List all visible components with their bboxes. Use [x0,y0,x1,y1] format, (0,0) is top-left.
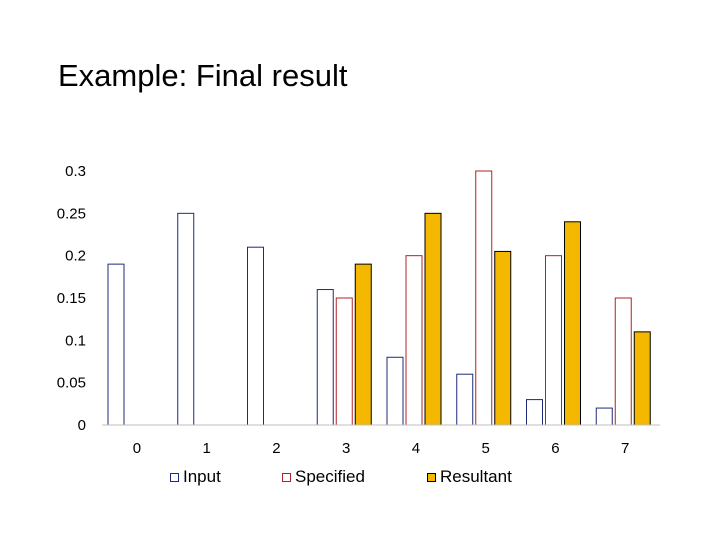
y-tick-label: 0.1 [65,332,86,349]
bar-input [177,212,195,426]
x-tick-label: 1 [202,440,210,457]
legend-swatch-resultant [427,472,436,482]
y-tick-label: 0 [78,417,86,434]
y-tick-label: 0.3 [65,163,86,180]
bar-specified [614,297,632,426]
x-tick-label: 7 [621,440,629,457]
legend-label-specified: Specified [295,467,365,486]
x-tick-label: 3 [342,440,350,457]
y-tick-label: 0.25 [57,205,86,222]
bar-input [456,373,474,426]
y-tick-label: 0.15 [57,290,86,307]
bar-resultant [633,331,651,426]
y-tick-label: 0.05 [57,375,86,392]
legend-swatch-input [170,472,179,482]
bar-resultant [564,221,581,426]
legend-label-resultant: Resultant [440,467,512,486]
bar-specified [335,297,353,426]
legend-label-input: Input [183,467,221,486]
x-tick-label: 0 [133,440,141,457]
legend-item-resultant: Resultant [427,467,512,487]
bar-resultant [424,212,442,426]
bar-resultant [354,263,372,426]
bar-input [386,356,404,426]
legend-item-specified: Specified [282,467,365,487]
x-tick-label: 4 [412,440,420,457]
bar-input [316,289,334,426]
bar-specified [475,170,493,426]
bar-input [595,407,613,426]
bar-input [247,246,264,426]
y-axis-tick-labels: 0 0.05 0.1 0.15 0.2 0.25 0.3 [57,163,86,434]
legend-item-input: Input [170,467,221,487]
bar-resultant [494,250,512,426]
legend: Input Specified Resultant [0,467,720,491]
legend-swatch-specified [282,472,291,482]
bar-specified [405,255,423,426]
bar-specified [545,255,562,426]
bar-input [107,263,125,426]
x-tick-label: 6 [551,440,559,457]
bar-input [526,399,543,426]
x-axis-tick-labels: 0 1 2 3 4 5 6 7 [133,440,630,457]
x-tick-label: 5 [481,440,489,457]
bar-series [107,170,651,426]
chart-title: Example: Final result [58,58,348,93]
x-tick-label: 2 [272,440,280,457]
y-tick-label: 0.2 [65,248,86,265]
